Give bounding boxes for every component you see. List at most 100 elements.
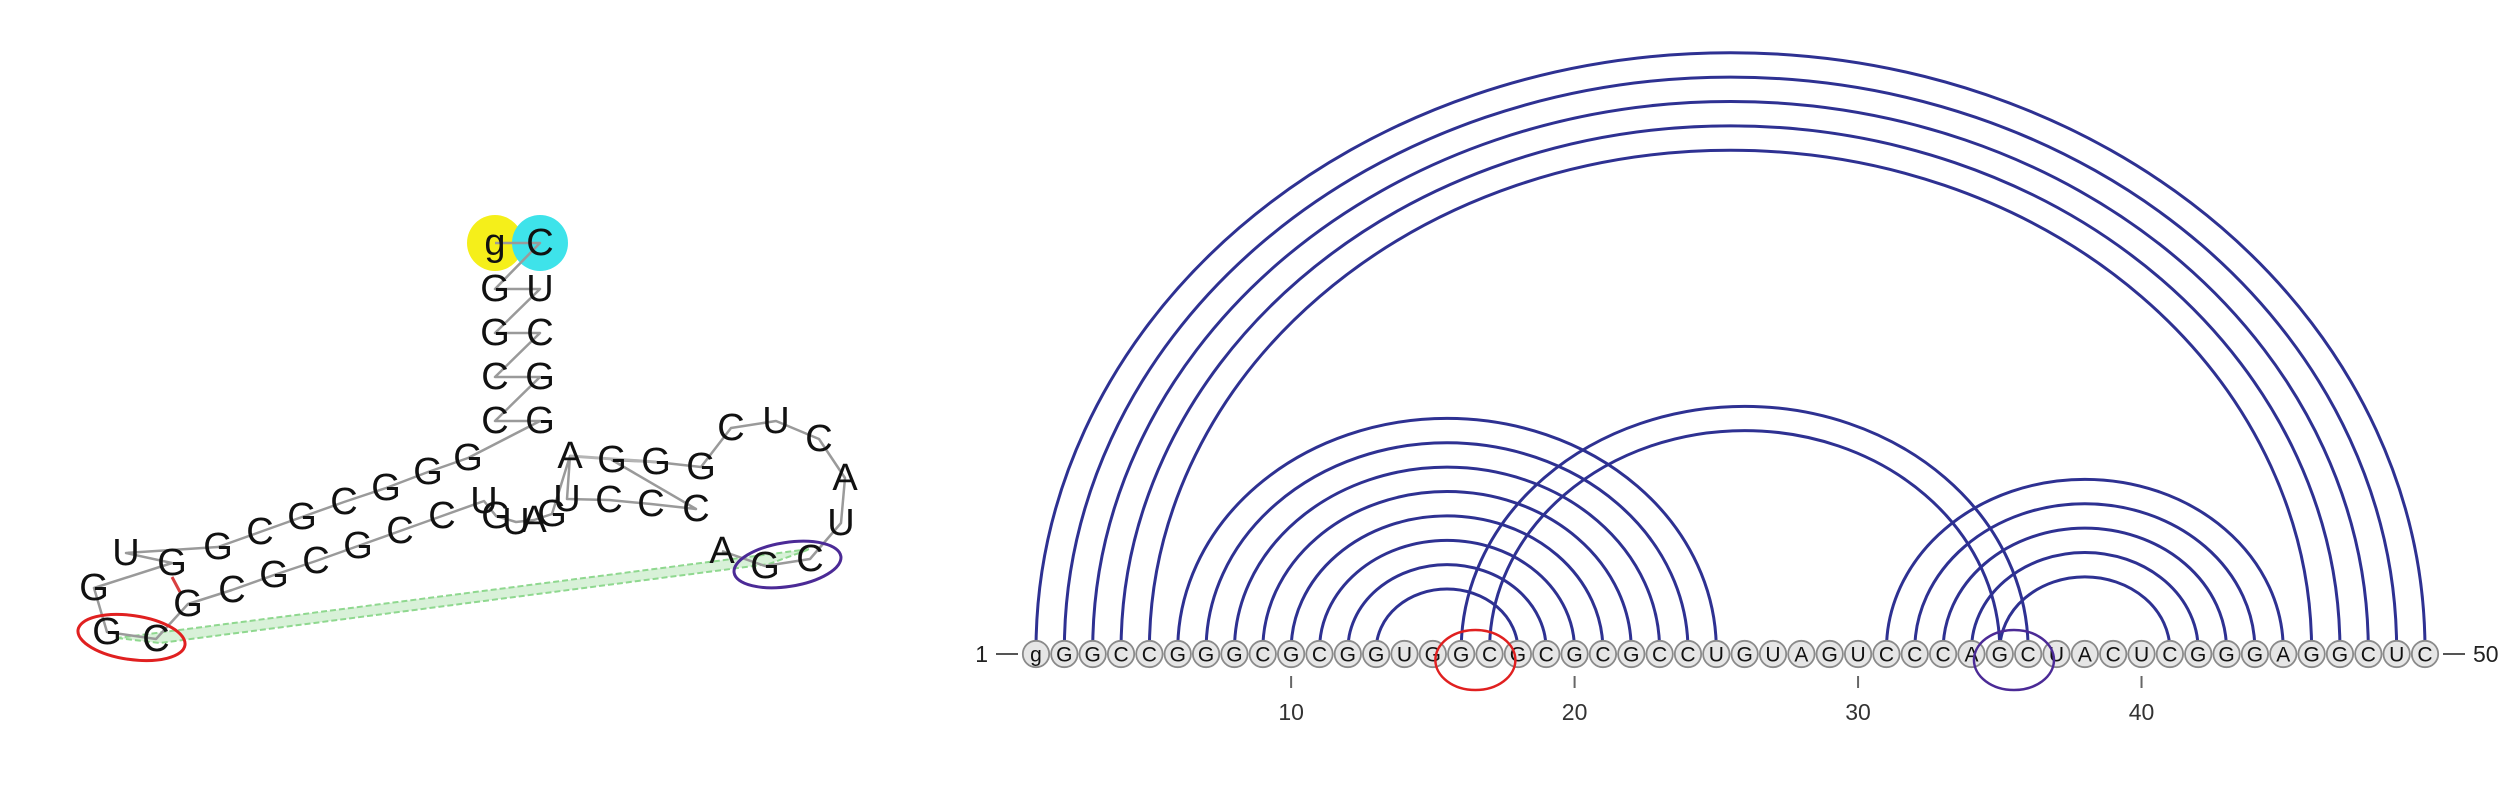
structure-nucleotide-36: U	[553, 478, 580, 520]
structure-nucleotide-29: C	[428, 495, 455, 537]
arc-nucleotide-28: A	[1794, 644, 1808, 667]
structure-markers	[76, 539, 843, 663]
arc-nucleotide-45: A	[2276, 644, 2290, 667]
arc-nucleotide-12: G	[1340, 644, 1356, 667]
arc-nucleotide-circle-9	[1248, 639, 1277, 669]
arc-nucleotide-30: U	[1850, 644, 1865, 667]
structure-nucleotide-25: G	[259, 554, 289, 596]
arc-nucleotide-33: C	[1936, 644, 1951, 667]
end-label: 50	[2473, 641, 2499, 667]
arc-nucleotide-circle-8	[1220, 639, 1249, 669]
arc-nucleotide-35: G	[1992, 644, 2008, 667]
arc-nucleotide-19: C	[1539, 644, 1554, 667]
arc-diagram-arcs	[1034, 51, 2427, 651]
arc-nucleotide-circle-45	[2269, 639, 2298, 669]
pseudoknot-link	[116, 548, 811, 645]
arc-nucleotide-circle-31	[1872, 639, 1901, 669]
arc-nucleotide-36: C	[2021, 644, 2036, 667]
structure-nucleotide-19: G	[157, 542, 187, 584]
arc-nucleotide-circle-1	[1021, 639, 1051, 669]
arc-nucleotide-circle-42	[2184, 639, 2213, 669]
arc-nucleotide-7: G	[1198, 644, 1214, 667]
arc-7-24	[1204, 441, 1690, 651]
arc-nucleotide-circle-10	[1277, 639, 1306, 669]
structure-nucleotide-30: U	[470, 480, 497, 522]
structure-nucleotide-7: C	[481, 356, 508, 398]
arc-nucleotide-circle-48	[2354, 639, 2383, 669]
arc-34-42	[1969, 551, 2200, 651]
structure-nucleotide-48: C	[796, 538, 823, 580]
structure-nucleotide-45: C	[805, 418, 832, 460]
structure-nucleotide-32: U	[502, 501, 529, 543]
arc-5-46	[1149, 150, 2311, 650]
arc-nucleotide-14: U	[1397, 644, 1412, 667]
arc-nucleotide-circle-27	[1758, 639, 1788, 669]
tick-label-10: 10	[1278, 699, 1304, 725]
arc-nucleotide-circle-20	[1560, 639, 1589, 669]
arc-13-18	[1374, 587, 1520, 651]
arc-16-36	[1459, 404, 2030, 651]
structure-base-pairs	[170, 454, 657, 593]
arc-nucleotide-17: C	[1482, 644, 1497, 667]
arc-nucleotide-21: C	[1595, 644, 1610, 667]
arc-nucleotide-6: G	[1170, 644, 1186, 667]
structure-nucleotide-11: G	[453, 437, 483, 479]
structure-nucleotide-14: C	[330, 481, 357, 523]
arc-nucleotide-circle-49	[2382, 639, 2411, 669]
structure-nucleotide-27: G	[343, 525, 373, 567]
arc-nucleotide-circle-23	[1645, 639, 1674, 669]
arc-nucleotide-circle-3	[1078, 639, 1107, 669]
arc-nucleotide-circle-46	[2297, 639, 2326, 669]
structure-nucleotide-34: G	[537, 493, 567, 535]
structure-nucleotide-12: G	[413, 451, 443, 493]
arc-nucleotide-32: C	[1907, 644, 1922, 667]
arc-4-47	[1119, 124, 2342, 651]
arc-nucleotide-27: U	[1765, 644, 1780, 667]
arc-nucleotide-42: G	[2190, 644, 2206, 667]
arc-nucleotide-11: C	[1312, 644, 1327, 667]
arc-nucleotide-circle-47	[2325, 639, 2355, 669]
tick-label-30: 30	[1845, 699, 1871, 725]
arc-nucleotide-circle-24	[1673, 639, 1703, 669]
structure-nucleotide-33: A	[521, 499, 547, 541]
structure-nucleotide-2: C	[526, 222, 553, 264]
arc-nucleotide-circle-29	[1815, 639, 1844, 669]
structure-nucleotide-20: G	[79, 567, 109, 609]
arc-nucleotide-circle-19	[1532, 639, 1561, 669]
arc-8-23	[1232, 466, 1662, 651]
arc-nucleotide-25: U	[1709, 644, 1724, 667]
structure-nucleotide-9: C	[481, 400, 508, 442]
arc-nucleotide-circle-30	[1843, 639, 1873, 669]
arc-nucleotide-circle-2	[1050, 639, 1079, 669]
arc-nucleotide-23: C	[1652, 644, 1667, 667]
backbone-line	[92, 241, 847, 641]
arc-11-20	[1317, 539, 1577, 651]
arc-nucleotide-46: G	[2303, 644, 2319, 667]
base-pair-line	[569, 454, 657, 464]
arc-nucleotide-circle-21	[1588, 639, 1618, 669]
tick-label-40: 40	[2129, 699, 2155, 725]
structure-nucleotide-5: G	[480, 312, 510, 354]
structure-nucleotide-31: G	[481, 495, 511, 537]
arc-nucleotide-circle-50	[2410, 639, 2440, 669]
arc-nucleotide-24: C	[1680, 644, 1695, 667]
arc-2-49	[1064, 77, 2396, 650]
arc-12-19	[1346, 563, 1548, 651]
structure-nucleotide-26: C	[302, 540, 329, 582]
structure-nucleotide-16: C	[246, 511, 273, 553]
pseudoknot-band	[116, 548, 811, 645]
arc-nucleotide-44: G	[2247, 644, 2263, 667]
structure-nucleotide-1: g	[484, 222, 505, 264]
arc-nucleotide-circle-41	[2155, 639, 2184, 669]
arc-nucleotide-circle-28	[1787, 639, 1816, 669]
arc-nucleotide-circle-25	[1702, 639, 1731, 669]
arc-nucleotide-5: C	[1142, 644, 1157, 667]
structure-nucleotide-13: G	[371, 467, 401, 509]
arc-nucleotide-2: G	[1056, 644, 1072, 667]
structure-nucleotide-8: G	[525, 356, 555, 398]
arc-nucleotide-circle-16	[1447, 639, 1476, 669]
arc-nucleotide-circle-32	[1900, 639, 1929, 669]
structure-nucleotide-38: C	[637, 483, 664, 525]
